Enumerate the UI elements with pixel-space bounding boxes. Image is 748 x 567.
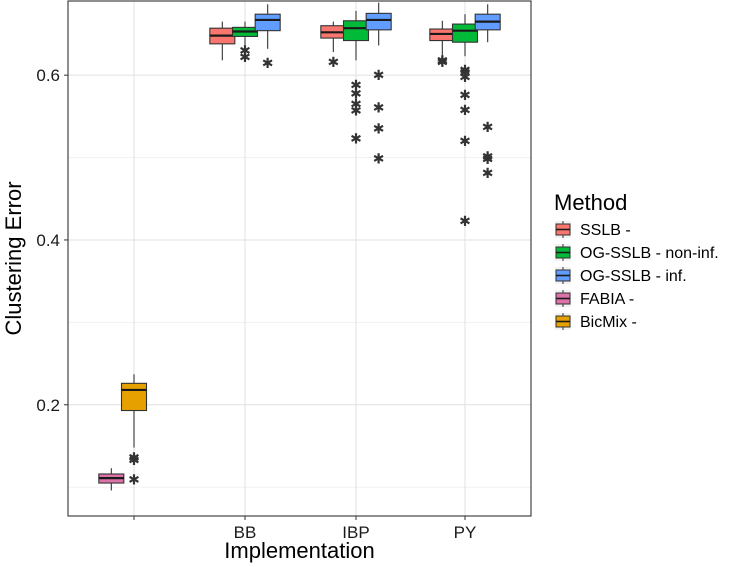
- y-axis-title: Clustering Error: [1, 181, 26, 335]
- y-tick-label: 0.2: [36, 396, 60, 415]
- x-tick-label: PY: [454, 523, 477, 542]
- outlier-point: ✱: [482, 166, 494, 182]
- outlier-point: ✱: [373, 122, 385, 138]
- outlier-point: ✱: [459, 63, 471, 79]
- outlier-point: ✱: [327, 55, 339, 71]
- outlier-point: ✱: [239, 50, 251, 66]
- outlier-point: ✱: [436, 53, 448, 69]
- outlier-point: ✱: [373, 100, 385, 116]
- outlier-point: ✱: [459, 214, 471, 230]
- legend: Method SSLB - OG-SSLB - non-inf. OG-SSLB -…: [554, 190, 719, 331]
- outlier-point: ✱: [128, 450, 140, 466]
- outlier-point: ✱: [459, 88, 471, 104]
- box-BB-og-sslb-non-inf-: ✱✱: [231, 21, 259, 66]
- box-BB-og-sslb-inf-: ✱: [254, 4, 281, 72]
- box-PY-og-sslb-non-inf-: ✱✱✱✱✱✱✱: [451, 14, 479, 230]
- outlier-point: ✱: [459, 134, 471, 150]
- outlier-point: ✱: [459, 66, 471, 82]
- y-tick-label: 0.4: [36, 231, 60, 250]
- box-PY-og-sslb-inf-: ✱✱✱✱: [474, 4, 501, 182]
- outlier-point: ✱: [128, 473, 140, 489]
- legend-entry: FABIA -: [555, 290, 634, 308]
- legend-label: OG-SSLB - non-inf.: [580, 245, 719, 262]
- legend-label: FABIA -: [580, 291, 634, 308]
- legend-entry: BicMix -: [555, 313, 637, 331]
- legend-label: SSLB -: [580, 222, 631, 239]
- legend-entry: OG-SSLB - inf.: [555, 267, 687, 285]
- box-PY-sslb-: ✱✱: [429, 20, 456, 71]
- x-axis-ticks: BB IBP PY: [133, 516, 477, 542]
- boxes: ✱✱✱✱✱ ✱ ✱✱✱✱✱✱✱✱✱✱✱✱✱✱✱✱✱✱✱✱✱✱✱: [98, 2, 501, 491]
- box-body: [365, 12, 392, 31]
- outlier-point: ✱: [373, 151, 385, 167]
- x-axis-title: Implementation: [224, 538, 374, 563]
- box-IBP-sslb-: ✱: [320, 21, 347, 71]
- y-axis-ticks: 0.2 0.4 0.6: [36, 66, 68, 415]
- outlier-point: ✱: [350, 97, 362, 113]
- x-tick-label: BB: [234, 523, 257, 542]
- box-none-bicmix-: ✱✱✱: [120, 374, 148, 489]
- outlier-point: ✱: [350, 132, 362, 148]
- box-IBP-og-sslb-non-inf-: ✱✱✱✱✱: [342, 10, 370, 148]
- legend-label: OG-SSLB - inf.: [580, 268, 687, 285]
- box-none-fabia-: [98, 468, 125, 491]
- outlier-point: ✱: [350, 78, 362, 94]
- y-tick-label: 0.6: [36, 66, 60, 85]
- box-body: [451, 23, 479, 43]
- outlier-point: ✱: [459, 70, 471, 86]
- legend-title: Method: [554, 190, 627, 215]
- outlier-point: ✱: [436, 55, 448, 71]
- box-body: [120, 382, 148, 412]
- legend-entry: SSLB -: [555, 221, 631, 239]
- outlier-point: ✱: [350, 104, 362, 120]
- outlier-point: ✱: [482, 120, 494, 136]
- legend-label: BicMix -: [580, 314, 637, 331]
- outlier-point: ✱: [482, 152, 494, 168]
- outlier-point: ✱: [350, 86, 362, 102]
- x-tick-label: IBP: [342, 523, 369, 542]
- outlier-point: ✱: [239, 43, 251, 59]
- outlier-point: ✱: [482, 150, 494, 166]
- box-body: [342, 20, 370, 42]
- outlier-point: ✱: [262, 56, 274, 72]
- outlier-point: ✱: [128, 453, 140, 469]
- outlier-point: ✱: [459, 103, 471, 119]
- box-body: [254, 13, 281, 32]
- outlier-point: ✱: [373, 68, 385, 84]
- box-IBP-og-sslb-inf-: ✱ ✱ ✱ ✱: [365, 2, 392, 167]
- plot-panel-border: [67, 0, 532, 517]
- legend-entry: OG-SSLB - non-inf.: [555, 244, 719, 262]
